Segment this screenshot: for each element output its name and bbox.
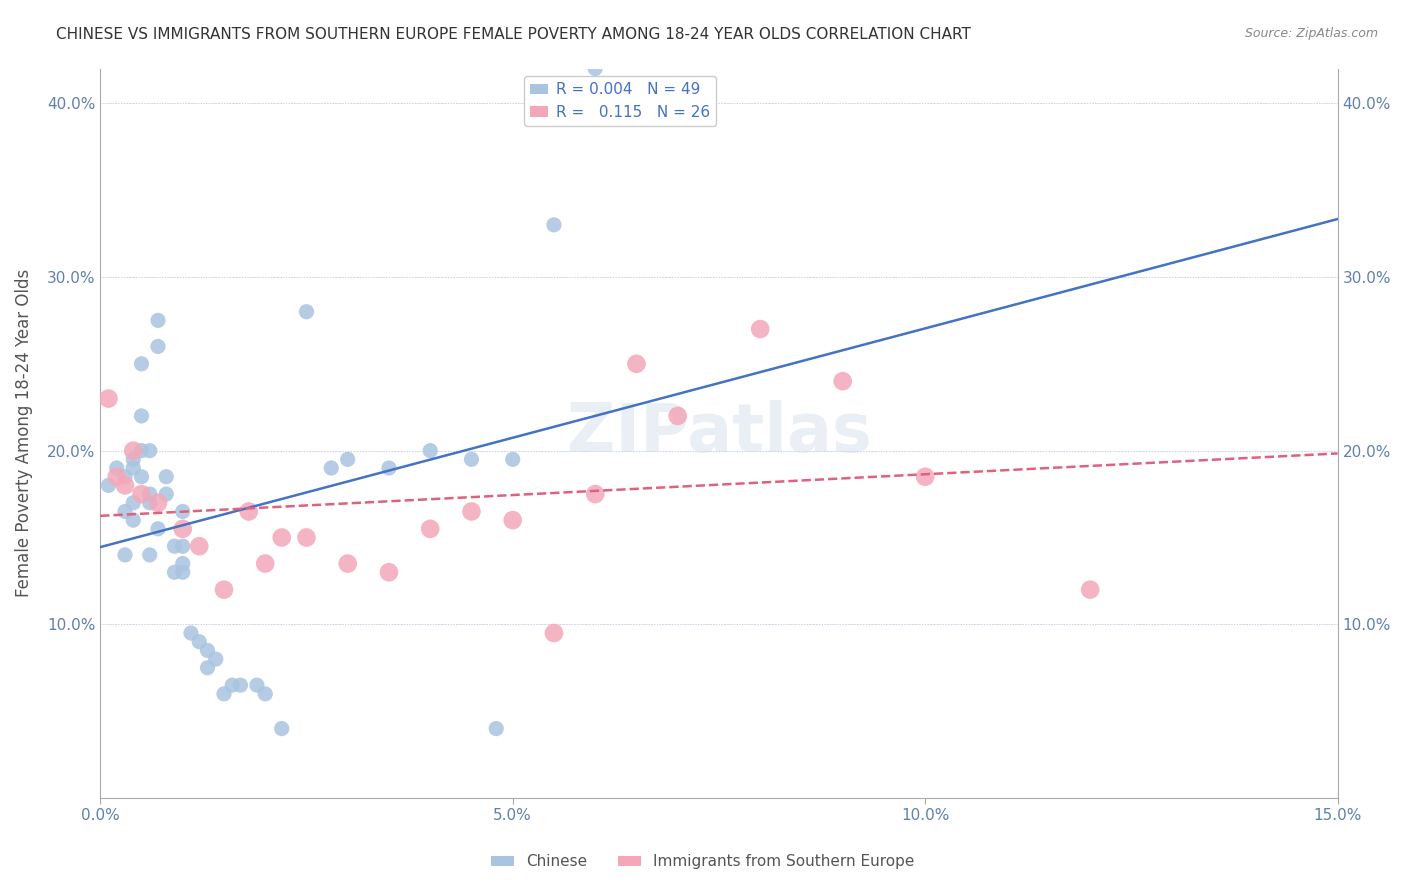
- Point: [246, 678, 269, 692]
- Legend: Chinese, Immigrants from Southern Europe: Chinese, Immigrants from Southern Europe: [485, 848, 921, 875]
- Point: [146, 522, 169, 536]
- Point: [666, 409, 689, 423]
- Point: [139, 443, 162, 458]
- Point: [146, 339, 169, 353]
- Point: [105, 469, 128, 483]
- Point: [321, 461, 343, 475]
- Point: [131, 469, 153, 483]
- Point: [172, 539, 194, 553]
- Point: [378, 461, 401, 475]
- Point: [105, 461, 128, 475]
- Point: [336, 557, 359, 571]
- Point: [146, 496, 169, 510]
- Legend: R = 0.004   N = 49, R =   0.115   N = 26: R = 0.004 N = 49, R = 0.115 N = 26: [524, 76, 716, 126]
- Point: [336, 452, 359, 467]
- Point: [831, 374, 853, 388]
- Point: [1078, 582, 1101, 597]
- Point: [97, 392, 120, 406]
- Point: [188, 539, 211, 553]
- Point: [131, 487, 153, 501]
- Point: [502, 513, 524, 527]
- Point: [485, 722, 508, 736]
- Point: [180, 626, 202, 640]
- Point: [163, 566, 186, 580]
- Point: [583, 487, 606, 501]
- Point: [212, 582, 235, 597]
- Point: [172, 557, 194, 571]
- Point: [122, 496, 145, 510]
- Point: [212, 687, 235, 701]
- Point: [131, 443, 153, 458]
- Point: [543, 626, 565, 640]
- Point: [197, 661, 219, 675]
- Point: [114, 469, 136, 483]
- Point: [131, 409, 153, 423]
- Text: Source: ZipAtlas.com: Source: ZipAtlas.com: [1244, 27, 1378, 40]
- Point: [197, 643, 219, 657]
- Point: [172, 522, 194, 536]
- Point: [254, 557, 277, 571]
- Point: [460, 504, 482, 518]
- Point: [139, 496, 162, 510]
- Point: [378, 566, 401, 580]
- Point: [114, 478, 136, 492]
- Point: [163, 539, 186, 553]
- Text: CHINESE VS IMMIGRANTS FROM SOUTHERN EUROPE FEMALE POVERTY AMONG 18-24 YEAR OLDS : CHINESE VS IMMIGRANTS FROM SOUTHERN EURO…: [56, 27, 972, 42]
- Point: [583, 62, 606, 76]
- Point: [460, 452, 482, 467]
- Point: [155, 487, 177, 501]
- Point: [139, 548, 162, 562]
- Point: [114, 548, 136, 562]
- Point: [270, 722, 292, 736]
- Point: [146, 313, 169, 327]
- Text: ZIPatlas: ZIPatlas: [567, 401, 872, 467]
- Point: [502, 452, 524, 467]
- Point: [97, 478, 120, 492]
- Point: [221, 678, 243, 692]
- Point: [172, 504, 194, 518]
- Point: [419, 522, 441, 536]
- Point: [419, 443, 441, 458]
- Point: [122, 461, 145, 475]
- Point: [254, 687, 277, 701]
- Point: [122, 443, 145, 458]
- Point: [122, 513, 145, 527]
- Point: [114, 504, 136, 518]
- Point: [914, 469, 936, 483]
- Point: [131, 357, 153, 371]
- Point: [626, 357, 648, 371]
- Point: [749, 322, 772, 336]
- Point: [295, 304, 318, 318]
- Point: [122, 452, 145, 467]
- Point: [270, 531, 292, 545]
- Y-axis label: Female Poverty Among 18-24 Year Olds: Female Poverty Among 18-24 Year Olds: [15, 269, 32, 598]
- Point: [204, 652, 226, 666]
- Point: [295, 531, 318, 545]
- Point: [543, 218, 565, 232]
- Point: [188, 634, 211, 648]
- Point: [238, 504, 260, 518]
- Point: [155, 469, 177, 483]
- Point: [172, 566, 194, 580]
- Point: [229, 678, 252, 692]
- Point: [139, 487, 162, 501]
